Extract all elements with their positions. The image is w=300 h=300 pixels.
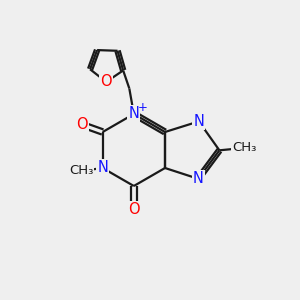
Text: N: N bbox=[128, 106, 139, 122]
Text: N: N bbox=[193, 171, 204, 186]
Text: O: O bbox=[128, 202, 140, 217]
Text: N: N bbox=[97, 160, 108, 175]
Text: N: N bbox=[194, 114, 204, 129]
Text: CH₃: CH₃ bbox=[232, 141, 256, 154]
Text: CH₃: CH₃ bbox=[69, 164, 93, 178]
Text: +: + bbox=[137, 101, 147, 114]
Text: O: O bbox=[100, 74, 112, 89]
Text: O: O bbox=[76, 117, 88, 132]
